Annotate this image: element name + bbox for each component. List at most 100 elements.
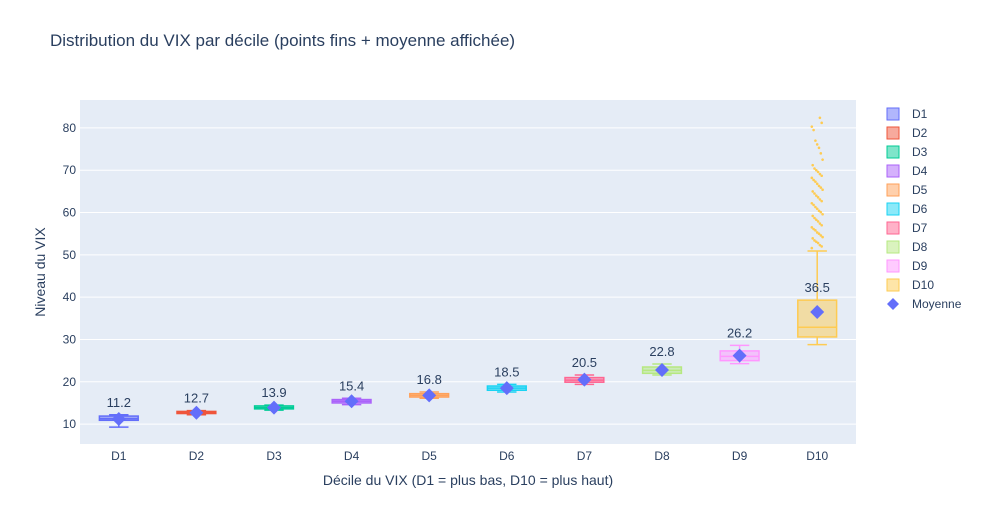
outlier-point	[811, 163, 814, 167]
outlier-point	[813, 216, 816, 220]
mean-label: 12.7	[184, 391, 209, 406]
outlier-point	[815, 143, 819, 146]
legend-swatch-D1[interactable]	[886, 107, 900, 121]
outlier-point	[813, 167, 816, 170]
mean-marker	[810, 304, 825, 319]
y-tick-label: 30	[63, 332, 77, 346]
legend-swatch-D10[interactable]	[886, 278, 900, 292]
outlier-point	[818, 222, 822, 225]
outlier-point	[821, 212, 824, 216]
outlier-point	[815, 182, 819, 186]
outlier-point	[810, 246, 814, 250]
outlier-point	[817, 209, 821, 213]
legend-swatch-D4[interactable]	[886, 164, 900, 178]
mean-label: 15.4	[339, 378, 364, 393]
mean-marker	[111, 412, 126, 427]
mean-label: 20.5	[572, 355, 597, 370]
outlier-point	[816, 196, 820, 199]
outlier-point	[815, 168, 818, 172]
legend-swatch-D8[interactable]	[886, 240, 900, 254]
y-tick-label: 80	[63, 121, 77, 135]
legend-item[interactable]: D1	[912, 107, 928, 121]
legend-swatch-D3[interactable]	[886, 145, 900, 159]
outlier-point	[817, 184, 821, 188]
mean-label: 16.8	[417, 372, 442, 387]
outlier-point	[818, 116, 822, 120]
y-tick-label: 50	[63, 248, 77, 262]
outlier-point	[813, 239, 816, 242]
legend-item[interactable]: D10	[912, 278, 934, 292]
x-tick-label: D9	[732, 449, 748, 463]
legend-swatch-D5[interactable]	[886, 183, 900, 197]
x-tick-label: D6	[499, 449, 515, 463]
y-tick-label: 20	[63, 375, 77, 389]
legend-item[interactable]: D9	[912, 259, 928, 273]
mean-label: 13.9	[261, 385, 286, 400]
outlier-point	[819, 210, 823, 214]
outlier-point	[817, 232, 821, 236]
outlier-point	[819, 234, 823, 237]
legend-item[interactable]: Moyenne	[912, 297, 962, 311]
legend-swatch-D9[interactable]	[886, 259, 900, 273]
mean-marker	[577, 372, 592, 387]
chart-title: Distribution du VIX par décile (points f…	[50, 31, 515, 50]
x-tick-label: D10	[806, 449, 828, 463]
outlier-point	[821, 158, 824, 161]
legend-item[interactable]: D6	[912, 202, 928, 216]
legend-item[interactable]: D2	[912, 126, 928, 140]
outlier-point	[813, 192, 816, 195]
y-tick-label: 10	[63, 417, 77, 431]
mean-marker	[499, 381, 514, 396]
outlier-point	[812, 178, 815, 182]
outlier-point	[817, 146, 821, 150]
outlier-point	[810, 176, 814, 180]
mean-label: 36.5	[805, 280, 830, 295]
outlier-point	[820, 245, 823, 248]
legend-item[interactable]: D3	[912, 145, 928, 159]
outlier-point	[814, 205, 817, 209]
outlier-point	[810, 201, 814, 205]
legend-item[interactable]: D8	[912, 240, 928, 254]
outlier-point	[814, 139, 817, 142]
outlier-point	[818, 243, 822, 247]
outlier-point	[816, 241, 820, 245]
outlier-point	[820, 223, 823, 227]
y-tick-label: 40	[63, 290, 77, 304]
outlier-point	[811, 214, 814, 218]
x-axis-label: Décile du VIX (D1 = plus bas, D10 = plus…	[323, 472, 613, 488]
legend-swatch-D7[interactable]	[886, 221, 900, 235]
outlier-point	[815, 194, 818, 197]
outlier-point	[816, 220, 820, 223]
outlier-point	[812, 203, 815, 207]
mean-marker	[732, 348, 747, 363]
outlier-point	[819, 186, 823, 189]
legend-swatch-D6[interactable]	[886, 202, 900, 216]
legend-item[interactable]: D5	[912, 183, 928, 197]
mean-label: 11.2	[107, 395, 131, 410]
mean-label: 18.5	[494, 364, 519, 379]
legend-item[interactable]: D4	[912, 164, 928, 178]
outlier-point	[818, 172, 822, 176]
outlier-point	[811, 237, 814, 240]
outlier-point	[816, 170, 820, 174]
outlier-point	[815, 240, 818, 244]
mean-marker	[344, 394, 359, 409]
x-tick-label: D5	[422, 449, 438, 463]
outlier-point	[810, 226, 814, 229]
outlier-point	[819, 152, 823, 155]
outlier-point	[814, 180, 817, 183]
outlier-point	[812, 227, 815, 231]
legend-swatch-D2[interactable]	[886, 126, 900, 140]
x-tick-label: D7	[577, 449, 593, 463]
legend-item[interactable]: D7	[912, 221, 928, 235]
outlier-point	[820, 199, 823, 203]
outlier-point	[810, 125, 814, 128]
outlier-point	[818, 198, 822, 201]
outlier-point	[814, 229, 817, 232]
outlier-point	[811, 190, 814, 193]
mean-marker	[655, 362, 669, 377]
mean-label: 26.2	[727, 325, 752, 340]
plot-area	[80, 100, 856, 444]
outlier-point	[821, 188, 824, 192]
